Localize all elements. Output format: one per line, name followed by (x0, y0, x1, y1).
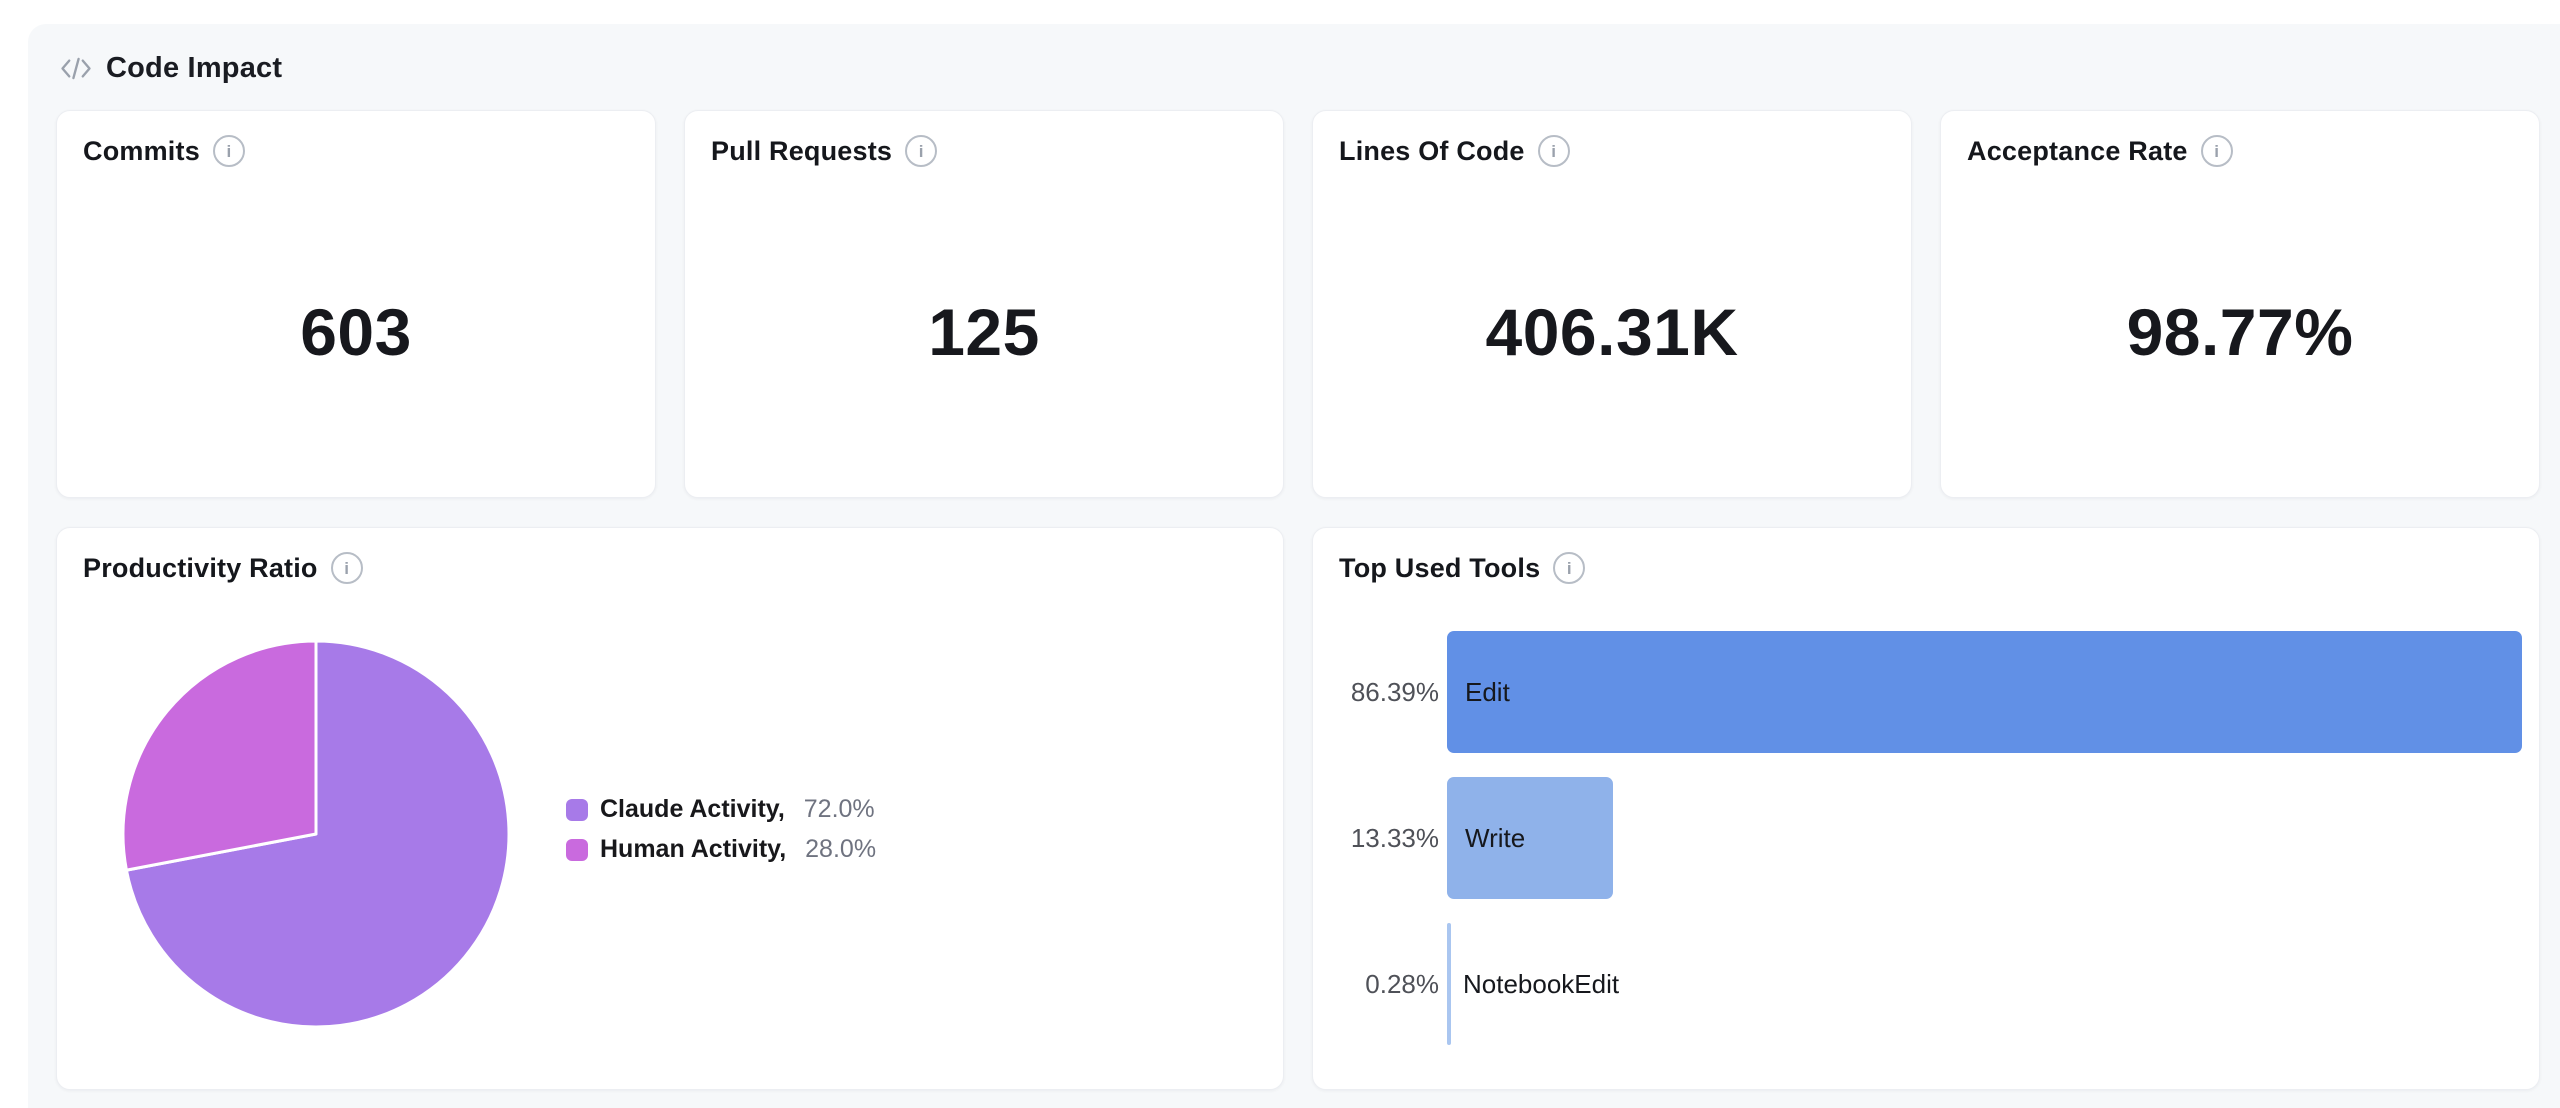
legend-label: Claude Activity, (600, 795, 785, 823)
human-activity-swatch (566, 838, 588, 861)
bar-value-label: 13.33% (1350, 822, 1439, 853)
lines-of-code-value: 406.31K (1485, 295, 1739, 369)
productivity-pie-chart (121, 639, 511, 1029)
legend-item-claude-activity[interactable]: Claude Activity, 72.0% (566, 795, 876, 824)
info-icon[interactable]: i (330, 552, 363, 584)
code-icon (60, 55, 92, 82)
pull-requests-value: 125 (928, 295, 1040, 369)
info-icon[interactable]: i (2200, 135, 2233, 167)
acceptance-rate-card: Acceptance Rate i 98.77% (1940, 110, 2540, 498)
lines-of-code-card: Lines Of Code i 406.31K (1312, 110, 1912, 498)
bar-value-label: 0.28% (1365, 968, 1439, 999)
page-header: Code Impact (60, 52, 282, 85)
info-glyph: i (1551, 141, 1556, 161)
info-icon[interactable]: i (1537, 135, 1570, 167)
acceptance-rate-value: 98.77% (2126, 295, 2354, 369)
productivity-ratio-card-title: Productivity Ratio (83, 552, 318, 583)
legend-value: 72.0% (803, 795, 875, 823)
commits-card: Commits i 603 (56, 110, 656, 498)
bar-category-label: Write (1465, 822, 1526, 853)
pie-legend: Claude Activity, 72.0% Human Activity, 2… (566, 795, 876, 864)
lines-of-code-card-title: Lines Of Code (1339, 135, 1525, 166)
tool-row: 13.33% Write (1313, 777, 2520, 899)
legend-item-human-activity[interactable]: Human Activity, 28.0% (566, 835, 876, 864)
info-glyph: i (2214, 141, 2219, 161)
acceptance-rate-card-title: Acceptance Rate (1967, 135, 2188, 166)
pie-slice-claude-activity[interactable] (124, 639, 511, 1029)
pie-slice-human-activity[interactable] (121, 639, 318, 872)
info-glyph: i (918, 141, 924, 161)
info-glyph: i (1566, 558, 1572, 578)
top-used-tools-card: Top Used Tools i 86.39% Edit 13.33% Write 0.… (1312, 527, 2540, 1090)
info-glyph: i (226, 141, 232, 161)
top-used-tools-card-title: Top Used Tools (1339, 552, 1541, 583)
bar-value-label: 86.39% (1350, 676, 1439, 707)
code-impact-panel: Code Impact Commits i 603 Pull Requests … (28, 24, 2560, 1108)
info-icon[interactable]: i (212, 135, 245, 167)
bar-category-label: Edit (1465, 676, 1510, 707)
productivity-ratio-card: Productivity Ratio i Claude Activity, 72… (56, 527, 1284, 1090)
page-title: Code Impact (106, 52, 283, 84)
info-icon[interactable]: i (1553, 552, 1586, 584)
commits-card-title: Commits (83, 135, 200, 166)
pull-requests-card: Pull Requests i 125 (684, 110, 1284, 498)
bar-edit[interactable]: Edit (1447, 631, 2522, 753)
tool-row: 86.39% Edit (1313, 631, 2522, 753)
info-icon[interactable]: i (905, 135, 938, 167)
legend-label: Human Activity, (600, 835, 787, 863)
info-glyph: i (344, 558, 349, 578)
bar-category-label: NotebookEdit (1463, 968, 1620, 999)
bar-write[interactable]: Write (1447, 777, 1613, 899)
claude-activity-swatch (566, 798, 588, 821)
pull-requests-card-title: Pull Requests (711, 135, 893, 166)
tool-row: 0.28% NotebookEdit (1313, 923, 2520, 1045)
bar-notebookedit[interactable] (1447, 923, 1451, 1045)
legend-value: 28.0% (805, 835, 877, 863)
commits-value: 603 (300, 295, 412, 369)
tools-bar-chart: 86.39% Edit 13.33% Write 0.28% NotebookEdit (1313, 631, 2522, 1045)
